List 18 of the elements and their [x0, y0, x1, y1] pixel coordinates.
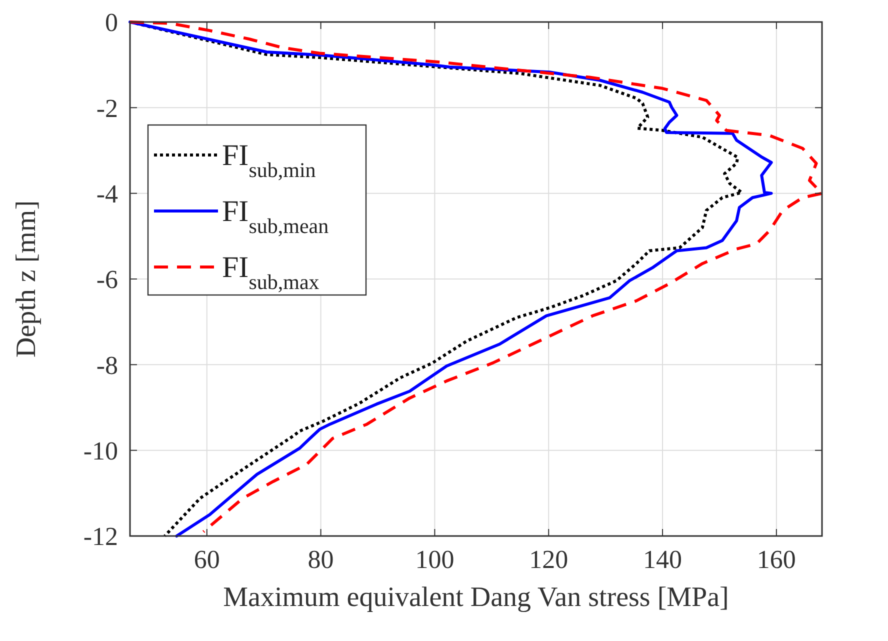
x-axis-title: Maximum equivalent Dang Van stress [MPa]: [223, 582, 729, 613]
legend-label: FI$_{sub,min}$: [222, 139, 316, 182]
y-tick-label: -2: [96, 94, 118, 123]
x-tick-label: 60: [194, 545, 220, 574]
x-tick-label: 120: [529, 545, 568, 574]
y-tick-label: -10: [83, 436, 118, 466]
x-tick-label: 80: [308, 545, 334, 574]
x-tick-label: 140: [643, 545, 682, 574]
y-tick-label: -6: [96, 265, 118, 294]
legend-label: FI$_{sub,max}$: [222, 251, 320, 294]
x-tick-label: 100: [415, 545, 454, 574]
y-tick-label: -4: [96, 179, 118, 208]
x-tick-label: 160: [756, 545, 796, 574]
y-axis-title: Depth z [mm]: [11, 200, 42, 358]
y-tick-label: 0: [105, 8, 118, 38]
y-tick-label: -8: [96, 350, 118, 380]
legend-label: FI$_{sub,mean}$: [222, 195, 330, 238]
y-tick-label: -12: [83, 522, 118, 552]
